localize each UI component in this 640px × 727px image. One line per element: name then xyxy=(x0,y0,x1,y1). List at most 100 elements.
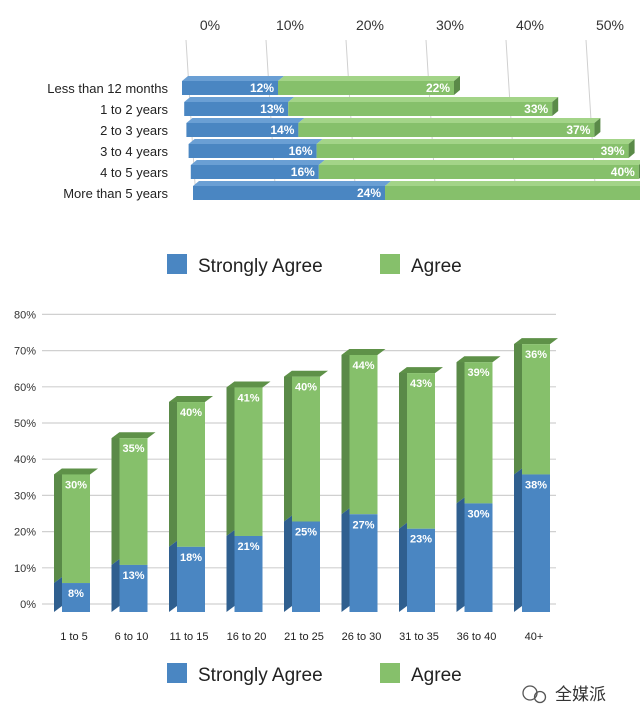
bar-top-strongly-agree xyxy=(193,181,391,186)
y-tick-label: 20% xyxy=(14,527,36,539)
x-tick-label: 50% xyxy=(596,17,624,33)
data-label-agree: 39% xyxy=(467,367,489,379)
bar-top-agree xyxy=(399,367,443,374)
bar-side-strongly-agree xyxy=(399,522,407,612)
bar-top-strongly-agree xyxy=(182,76,284,81)
data-label-agree: 30% xyxy=(65,479,87,491)
category-label: 4 to 5 years xyxy=(100,165,168,180)
bar-top-agree xyxy=(284,370,328,377)
y-tick-label: 0% xyxy=(20,599,36,611)
data-label-strongly-agree: 23% xyxy=(410,534,432,546)
bar-top-strongly-agree xyxy=(188,139,323,144)
bar-agree xyxy=(292,376,320,522)
y-tick-label: 60% xyxy=(14,382,36,394)
bar-side-strongly-agree xyxy=(456,497,465,612)
data-label-strongly-agree: 8% xyxy=(68,588,84,600)
data-label-agree: 41% xyxy=(237,393,259,405)
bar-side-agree xyxy=(54,468,62,584)
bar-agree xyxy=(349,354,378,515)
y-tick-label: 10% xyxy=(14,563,36,575)
bar-side-strongly-agree xyxy=(111,558,120,612)
data-label-agree: 40% xyxy=(180,407,202,419)
bar-top-agree xyxy=(54,468,98,475)
bar-top-agree xyxy=(456,356,501,363)
data-label-strongly-agree: 18% xyxy=(180,552,202,564)
bar-agree xyxy=(298,123,595,137)
bar-side-agree xyxy=(226,381,235,536)
x-tick-label: 0% xyxy=(200,17,220,33)
bar-top-agree xyxy=(385,181,640,186)
category-label: 6 to 10 xyxy=(115,631,149,643)
bottom-legend: Strongly Agree Agree xyxy=(167,663,462,686)
bar-agree xyxy=(316,144,629,158)
legend-label-agree-2: Agree xyxy=(411,665,462,686)
bar-strongly-agree xyxy=(292,521,320,612)
bar-top-strongly-agree xyxy=(186,118,305,123)
vertical-stacked-bar-chart: 0% 10% 20% 30% 40% 50% 60% 70% 80% 8% 30% 1 to 5 13%… xyxy=(14,309,558,643)
bar-agree xyxy=(177,402,205,547)
category-label: 3 to 4 years xyxy=(100,144,168,159)
y-tick-label: 40% xyxy=(14,454,36,466)
bar-side-agree xyxy=(284,370,292,522)
bar-top-agree xyxy=(514,338,558,345)
data-label-strongly-agree: 21% xyxy=(237,541,259,553)
data-label-strongly-agree: 13% xyxy=(122,570,144,582)
data-label-strongly-agree: 25% xyxy=(295,527,317,539)
data-label-strongly-agree: 16% xyxy=(291,165,315,179)
bar-agree xyxy=(464,362,493,504)
bar-side-strongly-agree xyxy=(514,468,522,612)
data-label-strongly-agree: 14% xyxy=(270,123,294,137)
bar-top-agree xyxy=(169,396,213,403)
legend-label-strongly-agree-2: Strongly Agree xyxy=(198,665,323,686)
bar-side-agree xyxy=(341,348,350,515)
bar-top-agree xyxy=(226,381,271,388)
data-label-agree: 37% xyxy=(566,123,590,137)
category-label: 40+ xyxy=(525,631,544,643)
data-label-strongly-agree: 13% xyxy=(260,102,284,116)
bar-side-agree xyxy=(111,432,120,565)
data-label-strongly-agree: 24% xyxy=(357,186,381,200)
bar-top-agree xyxy=(288,97,559,102)
data-label-agree: 43% xyxy=(410,378,432,390)
data-label-strongly-agree: 30% xyxy=(467,508,489,520)
y-tick-label: 30% xyxy=(14,490,36,502)
bar-end-agree xyxy=(552,97,559,116)
category-label: 26 to 30 xyxy=(342,631,382,643)
data-label-strongly-agree: 16% xyxy=(289,144,313,158)
bar-top-agree xyxy=(111,432,156,439)
data-label-agree: 39% xyxy=(601,144,625,158)
data-label-agree: 35% xyxy=(122,443,144,455)
bar-top-strongly-agree xyxy=(190,160,325,165)
legend-swatch-strongly-agree xyxy=(167,254,187,274)
category-label: 11 to 15 xyxy=(170,631,209,643)
category-label: More than 5 years xyxy=(63,186,168,201)
watermark-text: 全媒派 xyxy=(555,685,606,704)
category-label: 2 to 3 years xyxy=(100,123,168,138)
bar-agree xyxy=(385,186,640,200)
bar-strongly-agree xyxy=(190,165,319,179)
bar-strongly-agree xyxy=(177,546,205,612)
bar-agree xyxy=(407,373,435,529)
legend-swatch-strongly-agree-2 xyxy=(167,663,187,683)
x-tick-label: 20% xyxy=(356,17,384,33)
category-label: Less than 12 months xyxy=(47,81,168,96)
bar-side-agree xyxy=(169,396,177,547)
x-tick-label: 40% xyxy=(516,17,544,33)
data-label-agree: 40% xyxy=(611,165,635,179)
category-label: 31 to 35 xyxy=(399,631,439,643)
legend-swatch-agree-2 xyxy=(380,663,400,683)
bar-top-agree xyxy=(298,118,601,123)
x-tick-label: 10% xyxy=(276,17,304,33)
horizontal-stacked-bar-chart: 0%10%20%30%40%50%60%70%Less than 12 mont… xyxy=(47,17,640,201)
bar-strongly-agree xyxy=(522,474,550,612)
bar-strongly-agree xyxy=(184,102,289,116)
data-label-agree: 40% xyxy=(295,382,317,394)
bar-strongly-agree xyxy=(234,535,263,612)
bar-strongly-agree xyxy=(182,81,278,95)
category-label: 16 to 20 xyxy=(227,631,267,643)
bar-strongly-agree xyxy=(188,144,317,158)
bar-top-agree xyxy=(318,160,640,165)
bar-agree xyxy=(119,438,148,565)
bar-side-agree xyxy=(514,338,522,475)
